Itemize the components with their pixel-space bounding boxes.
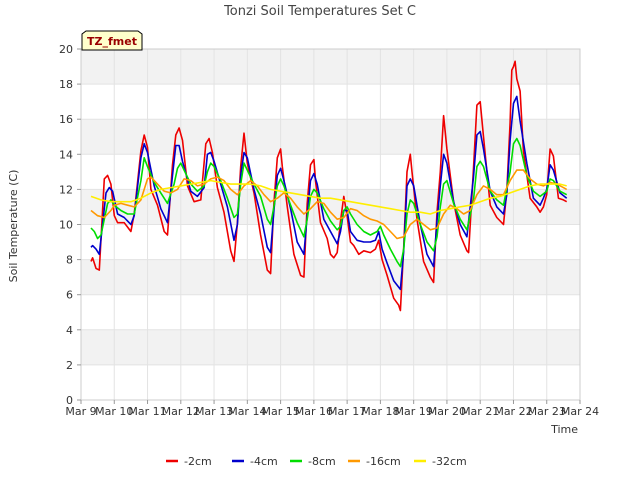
x-tick-label: Mar 21 [461, 405, 499, 418]
legend-item: -2cm [166, 455, 212, 468]
legend-item: -4cm [232, 455, 278, 468]
site-badge-box [81, 30, 143, 51]
plot-band [81, 119, 580, 155]
x-tick-label: Mar 12 [162, 405, 200, 418]
x-tick-label: Mar 10 [95, 405, 133, 418]
y-tick-label: 14 [59, 148, 73, 161]
plot-band [81, 154, 580, 190]
site-badge: TZ_fmet [81, 30, 143, 51]
legend-item: -32cm [414, 455, 467, 468]
legend-label: -4cm [250, 455, 278, 468]
y-tick-label: 2 [66, 359, 73, 372]
legend-label: -2cm [184, 455, 212, 468]
plot-band [81, 329, 580, 365]
chart-title: Tonzi Soil Temperatures Set C [223, 4, 416, 19]
x-tick-label: Mar 19 [395, 405, 433, 418]
x-tick-label: Mar 14 [228, 405, 266, 418]
y-tick-label: 10 [59, 219, 73, 232]
y-tick-label: 12 [59, 183, 73, 196]
legend-label: -16cm [366, 455, 401, 468]
x-tick-label: Mar 24 [561, 405, 599, 418]
y-axis-ticks: 0 2 4 6 8 10 12 14 16 18 20 [59, 43, 81, 407]
plot-band [81, 294, 580, 330]
x-tick-label: Mar 11 [128, 405, 166, 418]
x-tick-label: Mar 22 [494, 405, 532, 418]
series-line-4cmcm [90, 95, 568, 291]
x-axis-label: Time [550, 423, 578, 436]
legend: -2cm -4cm -8cm -16cm -32cm [166, 455, 467, 468]
legend-item: -8cm [290, 455, 336, 468]
site-badge-label: TZ_fmet [87, 35, 137, 48]
series-line-8cmcm [90, 137, 568, 268]
y-tick-label: 4 [66, 324, 73, 337]
plot-band [81, 84, 580, 120]
legend-label: -32cm [432, 455, 467, 468]
y-axis-label: Soil Temperature (C) [7, 170, 20, 283]
x-tick-label: Mar 16 [295, 405, 333, 418]
plot-band [81, 364, 580, 400]
plot-band [81, 259, 580, 295]
x-tick-label: Mar 15 [261, 405, 299, 418]
x-tick-label: Mar 17 [328, 405, 366, 418]
legend-item: -16cm [348, 455, 401, 468]
plot-band [81, 49, 580, 85]
y-tick-label: 6 [66, 289, 73, 302]
series-line-16cmcm [90, 169, 568, 240]
series-layer [90, 60, 568, 312]
y-tick-label: 0 [66, 394, 73, 407]
legend-label: -8cm [308, 455, 336, 468]
x-tick-label: Mar 20 [428, 405, 466, 418]
x-tick-label: Mar 13 [195, 405, 233, 418]
y-tick-label: 18 [59, 78, 73, 91]
x-tick-label: Mar 9 [65, 405, 96, 418]
x-tick-label: Mar 18 [361, 405, 399, 418]
series-line-32cmcm [90, 179, 567, 215]
y-tick-label: 16 [59, 113, 73, 126]
x-tick-label: Mar 23 [528, 405, 566, 418]
y-tick-label: 20 [59, 43, 73, 56]
y-tick-label: 8 [66, 254, 73, 267]
